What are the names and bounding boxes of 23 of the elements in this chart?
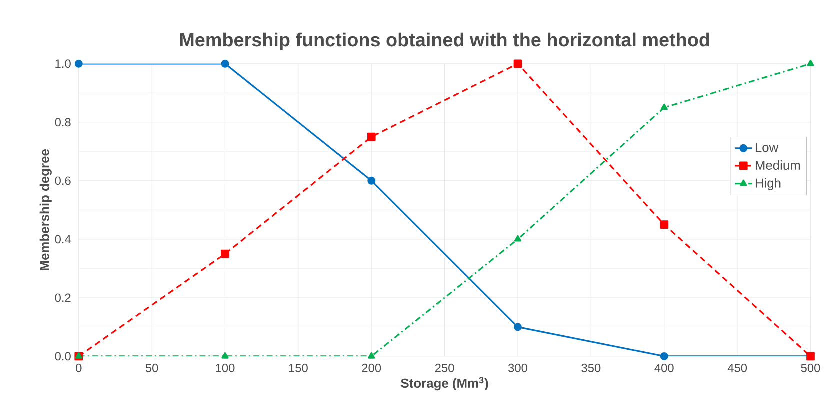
x-axis-title: Storage (Mm$^{3}$) — [401, 377, 488, 390]
x-tick-label: 0 — [76, 364, 82, 372]
y-tick-label: 0.4 — [55, 235, 72, 244]
x-tick-label: 350 — [582, 364, 601, 372]
chart-title: Membership functions obtained with the horizontal method — [180, 32, 710, 50]
y-tick-label: 0.0 — [55, 352, 71, 360]
y-tick-label: 0.8 — [55, 118, 71, 126]
y-axis-title: Membership degree — [40, 149, 52, 270]
x-tick-label: 400 — [654, 364, 674, 372]
legend-label: High — [756, 178, 781, 190]
x-tick-label: 450 — [728, 364, 748, 372]
y-tick-label: 0.6 — [55, 176, 71, 185]
x-tick-label: 100 — [216, 364, 235, 372]
x-tick-label: 300 — [508, 364, 528, 372]
y-tick-label: 0.2 — [55, 294, 71, 302]
legend-label: Medium — [756, 160, 800, 170]
x-tick-label: 50 — [146, 364, 158, 372]
legend-label: Low — [756, 143, 779, 152]
x-tick-label: 500 — [801, 364, 820, 372]
x-tick-label: 200 — [362, 364, 382, 372]
x-tick-label: 150 — [289, 364, 308, 372]
x-tick-label: 250 — [435, 364, 454, 372]
y-tick-label: 1.0 — [56, 60, 71, 68]
